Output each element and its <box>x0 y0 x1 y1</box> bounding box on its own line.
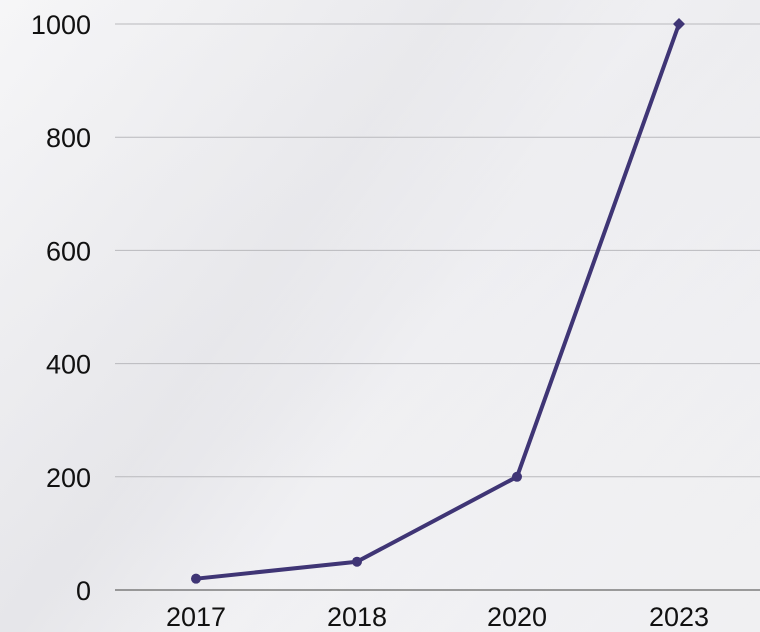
y-tick-label: 400 <box>46 350 91 380</box>
x-tick-label: 2020 <box>487 602 547 632</box>
data-point <box>191 573 201 584</box>
series-layer <box>191 18 685 584</box>
data-point <box>512 471 522 482</box>
y-tick-label: 800 <box>46 123 91 153</box>
y-axis: 0 200 400 600 800 1000 <box>31 10 91 606</box>
x-tick-label: 2018 <box>327 602 387 632</box>
data-point <box>352 556 362 567</box>
y-tick-label: 200 <box>46 463 91 493</box>
data-point <box>673 18 685 30</box>
grid-lines <box>115 23 760 591</box>
series-line <box>194 22 681 581</box>
x-tick-label: 2017 <box>166 602 226 632</box>
y-tick-label: 0 <box>76 576 91 606</box>
x-tick-label: 2023 <box>649 602 709 632</box>
x-axis: 2017 2018 2020 2023 <box>166 602 709 632</box>
y-tick-label: 600 <box>46 236 91 266</box>
y-tick-label: 1000 <box>31 10 91 40</box>
